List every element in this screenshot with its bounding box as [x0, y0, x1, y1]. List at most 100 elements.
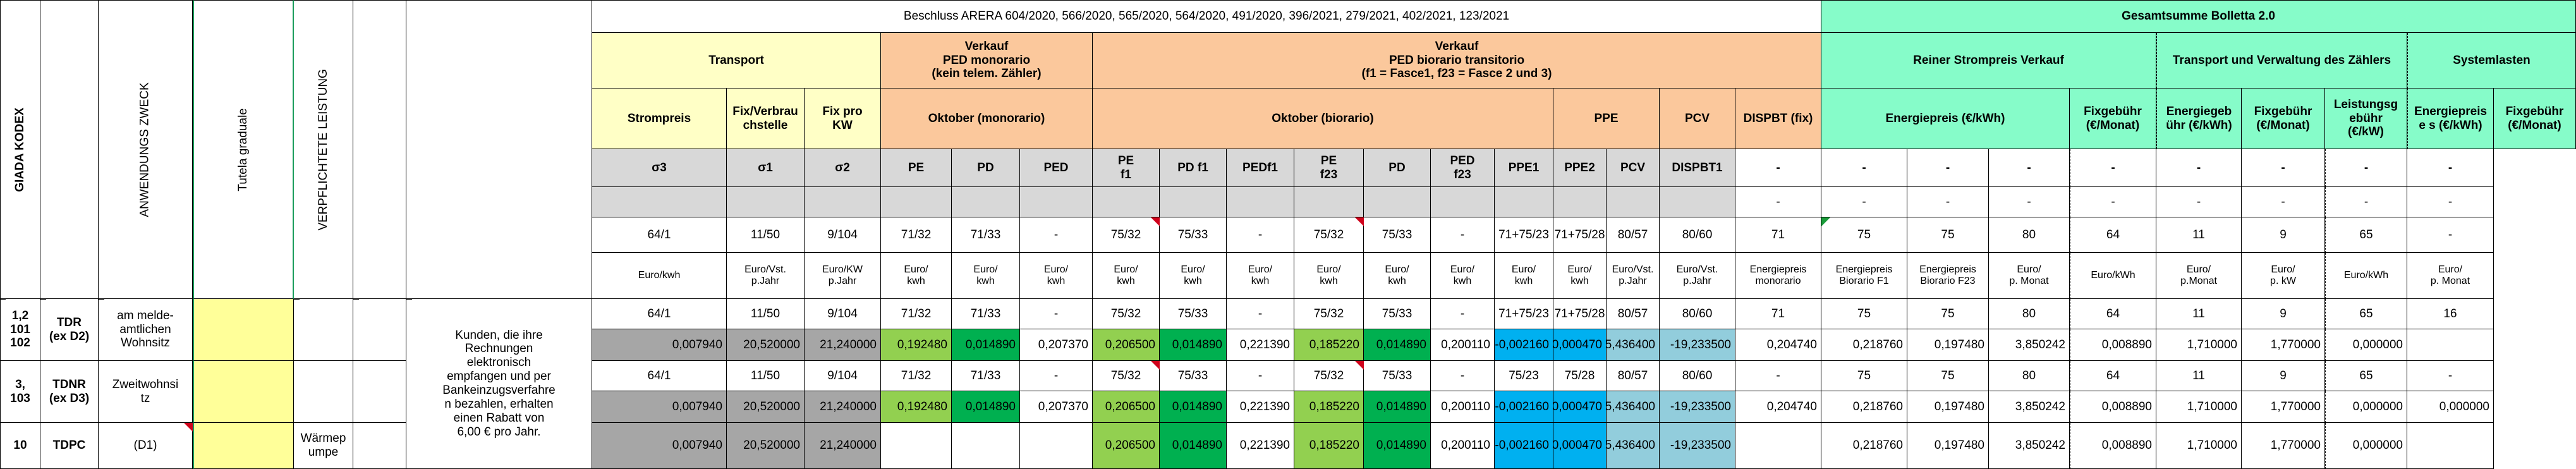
unit-cell[interactable]: Euro/Vst. p.Jahr	[1607, 253, 1660, 299]
tariff-value-cell[interactable]: -0,000470	[1553, 391, 1607, 423]
unit-cell[interactable]: Euro/KW p.Jahr	[805, 253, 881, 299]
tariff-value-cell[interactable]: 0,207370	[1020, 391, 1093, 423]
empty-row-cell[interactable]: -	[1735, 187, 1821, 217]
empty-cell[interactable]	[353, 361, 406, 423]
dispbt-fix-header[interactable]: DISPBT (fix)	[1735, 88, 1821, 149]
ref-cell[interactable]: 75/32	[1294, 217, 1364, 253]
tariff-value-cell[interactable]: 65,436400	[1607, 329, 1660, 361]
tariff-value-cell[interactable]: 1,770000	[2242, 391, 2325, 423]
energiepreis-s-header[interactable]: Energiepreis e s (€/kWh)	[2407, 88, 2494, 149]
tariff-value-cell[interactable]: 65,436400	[1607, 391, 1660, 423]
fixgebuehr-monat2-header[interactable]: Fixgebühr (€/Monat)	[2242, 88, 2325, 149]
tariff-value-cell[interactable]	[952, 423, 1020, 469]
tariff-ref-cell[interactable]: 80	[1989, 361, 2070, 391]
tariff-value-cell[interactable]: 3,850242	[1989, 423, 2070, 469]
tariff-value-cell[interactable]: 1,710000	[2156, 329, 2242, 361]
ref-cell[interactable]: 9	[2242, 217, 2325, 253]
unit-cell[interactable]: Energiepreis Biorario F23	[1907, 253, 1989, 299]
tariff-ref-cell[interactable]: -	[1431, 299, 1495, 329]
tariff-value-cell[interactable]: 1,770000	[2242, 329, 2325, 361]
ref-cell[interactable]: 11/50	[727, 217, 805, 253]
tariff-ref-cell[interactable]: 80/57	[1607, 361, 1660, 391]
code-cell[interactable]: PD	[952, 149, 1020, 187]
tariff-value-cell[interactable]: 0,014890	[1364, 391, 1431, 423]
tariff-value-cell[interactable]: -19,233500	[1660, 423, 1735, 469]
fixgebuehr-monat3-header[interactable]: Fixgebühr (€/Monat)	[2494, 88, 2576, 149]
tariff-ref-cell[interactable]: -	[1735, 361, 1821, 391]
tariff-value-cell[interactable]: 0,185220	[1294, 423, 1364, 469]
unit-cell[interactable]: Euro/ p. Monat	[2407, 253, 2494, 299]
tariff-ref-cell[interactable]: 80/57	[1607, 299, 1660, 329]
ref-cell[interactable]: 71	[1735, 217, 1821, 253]
giada-kodex-header[interactable]: GIADA KODEX	[0, 0, 40, 299]
tariff-ref-cell[interactable]: 75/32	[1093, 299, 1160, 329]
tariff-name[interactable]: TDNR (ex D3)	[40, 361, 99, 423]
code-cell[interactable]: -	[2070, 149, 2156, 187]
tariff-value-cell[interactable]: -19,233500	[1660, 391, 1735, 423]
tariff-ref-cell[interactable]: 71+75/23	[1495, 299, 1553, 329]
tariff-ref-cell[interactable]: -	[1227, 299, 1294, 329]
tariff-value-cell[interactable]: -0,000470	[1553, 329, 1607, 361]
empty-row-cell[interactable]	[1431, 187, 1495, 217]
tariff-ref-cell[interactable]: 11/50	[727, 299, 805, 329]
tariff-value-cell[interactable]: -0,002160	[1495, 423, 1553, 469]
empty-row-cell[interactable]	[1294, 187, 1364, 217]
tariff-ref-cell[interactable]: 75/33	[1364, 361, 1431, 391]
empty-row-cell[interactable]: -	[2407, 187, 2494, 217]
tariff-value-cell[interactable]: 0,197480	[1907, 391, 1989, 423]
spacer[interactable]	[406, 299, 412, 300]
tariff-ref-cell[interactable]: 64/1	[592, 299, 727, 329]
code-cell[interactable]: PE f1	[1093, 149, 1160, 187]
empty-cell[interactable]	[353, 299, 406, 361]
tariff-value-cell[interactable]: 20,520000	[727, 391, 805, 423]
tariff-value-cell[interactable]: 1,710000	[2156, 423, 2242, 469]
code-cell[interactable]: σ3	[592, 149, 727, 187]
tariff-value-cell[interactable]: 0,221390	[1227, 391, 1294, 423]
empty-row-cell[interactable]	[1227, 187, 1294, 217]
tariff-value-cell[interactable]: 0,200110	[1431, 423, 1495, 469]
unit-cell[interactable]: Euro/ kwh	[1093, 253, 1160, 299]
tariff-ref-cell[interactable]: 9/104	[805, 299, 881, 329]
spacer[interactable]	[294, 299, 300, 300]
unit-cell[interactable]: Euro/ kwh	[1160, 253, 1227, 299]
verpflichtete-leistung-header[interactable]: VERPFLICHTETE LEISTUNG	[294, 0, 353, 299]
empty-row-cell[interactable]	[1495, 187, 1553, 217]
code-cell[interactable]: -	[2407, 149, 2494, 187]
empty-row-cell[interactable]: -	[2242, 187, 2325, 217]
tariff-ref-cell[interactable]: 71+75/28	[1553, 299, 1607, 329]
tariff-value-cell[interactable]: -0,002160	[1495, 329, 1553, 361]
unit-cell[interactable]: Euro/Vst. p.Jahr	[727, 253, 805, 299]
ref-cell[interactable]: 64	[2070, 217, 2156, 253]
tariff-value-cell[interactable]: 20,520000	[727, 329, 805, 361]
empty-cell[interactable]	[353, 423, 406, 469]
tariff-ref-cell[interactable]: 71/33	[952, 361, 1020, 391]
tariff-value-cell[interactable]: 0,218760	[1821, 423, 1907, 469]
ref-cell[interactable]: 75	[1907, 217, 1989, 253]
tariff-code[interactable]: 10	[0, 423, 40, 469]
tariff-value-cell[interactable]: 0,192480	[881, 391, 952, 423]
tutela-graduale-header[interactable]: Tutela graduale	[193, 0, 294, 299]
tariff-value-cell[interactable]: 0,221390	[1227, 423, 1294, 469]
tariff-value-cell[interactable]: -0,002160	[1495, 391, 1553, 423]
tariff-ref-cell[interactable]: -	[1227, 361, 1294, 391]
unit-cell[interactable]: Euro/ kwh	[1495, 253, 1553, 299]
code-cell[interactable]: PD f1	[1160, 149, 1227, 187]
empty-row-cell[interactable]	[727, 187, 805, 217]
empty-row-cell[interactable]	[1020, 187, 1093, 217]
tariff-value-cell[interactable]: 3,850242	[1989, 329, 2070, 361]
unit-cell[interactable]: Euro/ p.Monat	[2156, 253, 2242, 299]
fixkw-header[interactable]: Fix pro KW	[805, 88, 881, 149]
empty-row-cell[interactable]: -	[1907, 187, 1989, 217]
tariff-ref-cell[interactable]: 11	[2156, 299, 2242, 329]
tariff-ref-cell[interactable]: 75	[1907, 361, 1989, 391]
tariff-value-cell[interactable]: 0,200110	[1431, 391, 1495, 423]
code-cell[interactable]: PPE2	[1553, 149, 1607, 187]
tariff-value-cell[interactable]: 0,206500	[1093, 391, 1160, 423]
tariff-zweck[interactable]: (D1)	[99, 423, 193, 469]
tariff-value-cell[interactable]: -0,000470	[1553, 423, 1607, 469]
tariff-zweck[interactable]: am melde- amtlichen Wohnsitz	[99, 299, 193, 361]
tariff-ref-cell[interactable]: 71/33	[952, 299, 1020, 329]
bolletta-title[interactable]: Gesamtsumme Bolletta 2.0	[1821, 0, 2576, 33]
ref-cell[interactable]: 75/33	[1364, 217, 1431, 253]
tariff-ref-cell[interactable]: 71/32	[881, 361, 952, 391]
